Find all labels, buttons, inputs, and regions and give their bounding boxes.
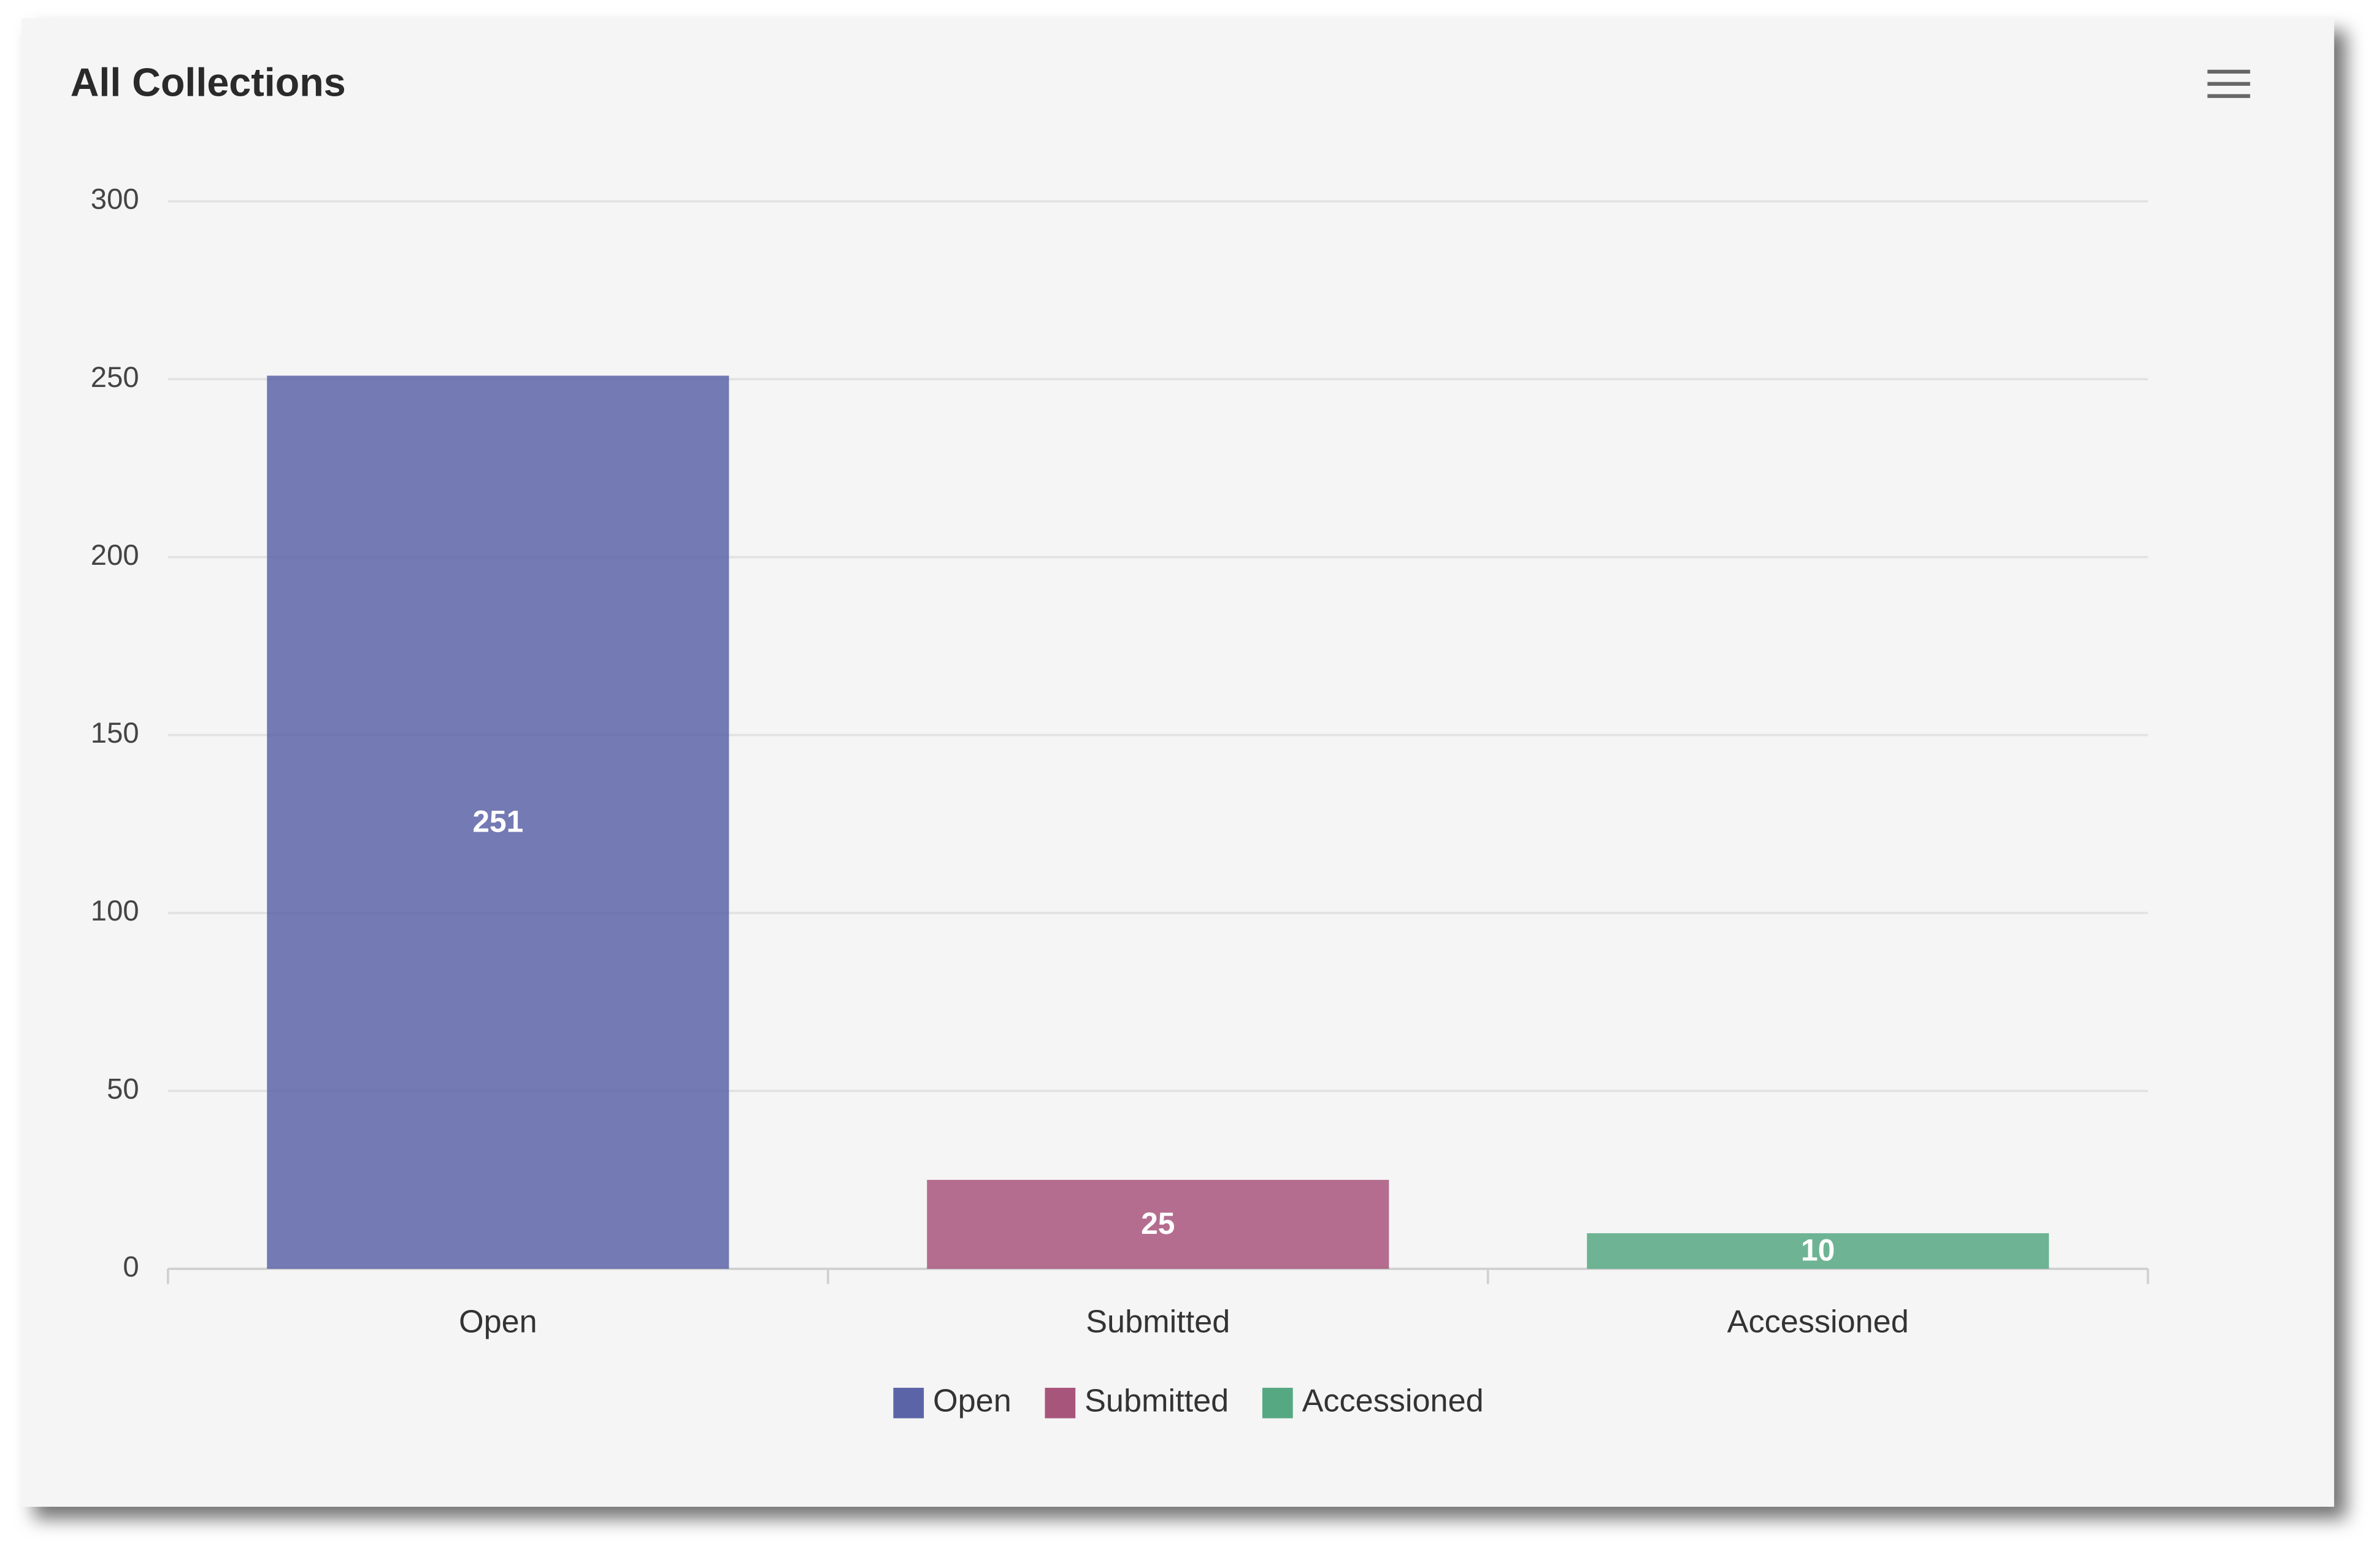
y-tick-label: 50: [107, 1073, 139, 1105]
x-tick-label: Accessioned: [1727, 1304, 1909, 1339]
legend-label: Open: [933, 1384, 1012, 1419]
y-tick-label: 300: [91, 183, 139, 216]
legend: Open Submitted Accessioned: [893, 1384, 1484, 1419]
value-label: 251: [472, 804, 523, 838]
value-label: 10: [1801, 1233, 1835, 1268]
legend-label: Accessioned: [1302, 1384, 1484, 1419]
plot-area: 0 50 100 150 200 250 300 251 Open 25 Submitted 10 Ac…: [91, 183, 2149, 1419]
legend-swatch: [1262, 1387, 1293, 1418]
menu-button[interactable]: [2197, 61, 2260, 107]
chart-title: All Collections: [71, 59, 346, 104]
bar: [1587, 1233, 2049, 1269]
legend-label: Submitted: [1084, 1384, 1229, 1419]
y-tick-label: 250: [91, 361, 139, 394]
x-tick-label: Submitted: [1086, 1304, 1230, 1339]
bar: [927, 1179, 1389, 1269]
y-tick-label: 150: [91, 717, 139, 749]
bar: [267, 375, 729, 1269]
legend-swatch: [893, 1387, 924, 1418]
y-tick-label: 100: [91, 895, 139, 927]
y-tick-label: 200: [91, 539, 139, 572]
value-label: 25: [1141, 1206, 1175, 1241]
legend-swatch: [1045, 1387, 1076, 1418]
y-tick-label: 0: [123, 1250, 139, 1283]
x-tick-label: Open: [459, 1304, 537, 1339]
